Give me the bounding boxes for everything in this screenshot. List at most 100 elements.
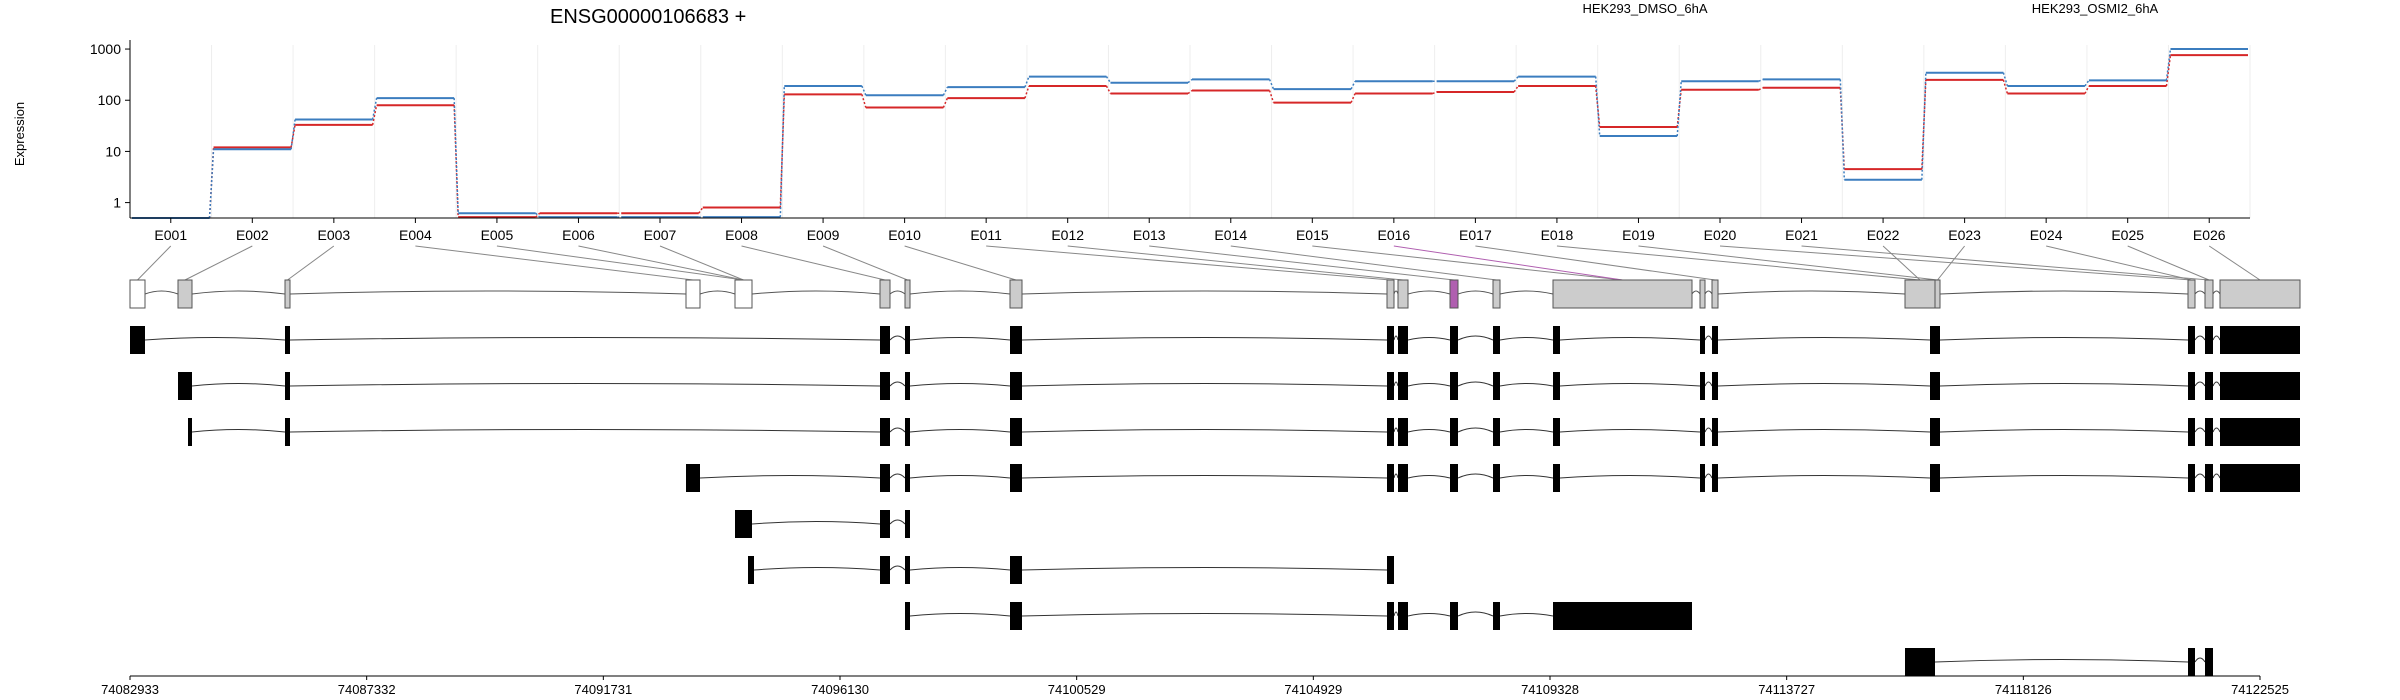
series-connector	[1350, 93, 1356, 103]
exon-box	[284, 279, 291, 309]
transcript-exon	[1450, 464, 1458, 492]
x-tick-label: E015	[1296, 227, 1329, 243]
intron-line	[2212, 290, 2221, 295]
series-connector	[1921, 72, 1927, 180]
series-connector	[2084, 85, 2090, 94]
transcript-exon	[1398, 464, 1408, 492]
intron-line	[144, 290, 179, 295]
transcript-intron	[1717, 429, 1931, 433]
transcript-intron	[909, 475, 1011, 479]
intron-line	[191, 290, 286, 295]
y-tick-label: 10	[105, 143, 121, 159]
x-tick-label: E001	[154, 227, 187, 243]
transcript-exon	[880, 326, 890, 354]
series-connector	[1350, 80, 1356, 90]
transcript-intron	[1393, 381, 1399, 387]
transcript-row	[686, 464, 2300, 492]
exon-connector	[2208, 245, 2261, 281]
series-connector	[535, 212, 541, 218]
transcript-intron	[909, 613, 1011, 617]
genome-tick-label: 74109328	[1521, 682, 1579, 697]
y-axis: 1 10 100 1000	[90, 40, 131, 218]
transcript-intron	[2194, 427, 2206, 433]
series-connector	[290, 119, 296, 150]
exon-box	[1009, 279, 1023, 309]
exon-box	[1711, 279, 1719, 309]
exon-connector	[986, 245, 1391, 281]
transcript-intron	[2194, 335, 2206, 341]
x-tick-label: E024	[2030, 227, 2063, 243]
transcript-exon	[880, 510, 890, 538]
series-connector	[1105, 76, 1112, 84]
transcript-exon	[1387, 464, 1394, 492]
transcript-intron	[1717, 383, 1931, 387]
transcript-exon	[188, 418, 192, 446]
exon-connector	[741, 245, 886, 281]
x-tick-label: E004	[399, 227, 432, 243]
transcript-exon	[1387, 418, 1394, 446]
transcript-exon	[748, 556, 754, 584]
transcript-intron	[1559, 337, 1701, 341]
exon-connector	[1149, 245, 1455, 281]
transcript-intron	[889, 473, 906, 479]
exon-connector	[287, 245, 335, 281]
grid-lines	[129, 45, 2251, 218]
transcript-exon	[1712, 326, 1718, 354]
genome-tick-label: 74118126	[1995, 682, 2052, 697]
transcript-exon	[880, 418, 890, 446]
exon-labels: E001 E002 E003 E004 E005 E006 E007 E008 E009 E010…	[130, 217, 2250, 243]
exon-box	[1397, 279, 1409, 309]
transcript-exon	[1700, 418, 1705, 446]
legend-entry: HEK293_OSMI2_6hA	[2032, 1, 2159, 16]
series-lines	[132, 48, 2248, 219]
x-tick-label: E021	[1785, 227, 1818, 243]
exon-connector	[659, 245, 744, 281]
genome-tick-label: 74113727	[1758, 682, 1815, 697]
transcript-intron	[1939, 429, 2189, 433]
series-connector	[1187, 78, 1193, 84]
transcript-exon	[1010, 372, 1022, 400]
transcript-exon	[905, 326, 910, 354]
transcript-intron	[1499, 383, 1554, 387]
genome-tick-label: 74082933	[101, 682, 159, 697]
exon-box	[1904, 279, 1936, 309]
transcript-intron	[1021, 475, 1388, 479]
transcript-intron	[753, 567, 881, 571]
exon-box	[904, 279, 911, 309]
transcript-intron	[1499, 475, 1554, 479]
transcript-intron	[2194, 473, 2206, 479]
intron-line	[909, 290, 1011, 295]
transcript-exon	[1700, 464, 1705, 492]
exon-connector	[1719, 245, 2192, 281]
y-axis-label: Expression	[12, 102, 27, 166]
intron-line	[1021, 290, 1388, 295]
transcript-exon	[285, 326, 290, 354]
x-tick-label: E006	[562, 227, 595, 243]
transcript-intron	[1559, 475, 1701, 479]
transcript-intron	[1457, 381, 1494, 387]
genome-tick-label: 74104929	[1284, 682, 1342, 697]
transcript-intron	[889, 565, 906, 571]
transcript-exon	[2220, 326, 2300, 354]
series-connector	[1676, 81, 1682, 137]
gene-model	[129, 279, 2301, 309]
x-tick-label: E014	[1214, 227, 1247, 243]
transcript-exon	[1553, 418, 1560, 446]
exon-box	[1552, 279, 1693, 309]
transcript-intron	[1407, 337, 1451, 341]
transcript-row	[1905, 648, 2213, 676]
exon-connector	[184, 245, 253, 281]
transcript-exon	[905, 602, 910, 630]
exon-connector	[1638, 245, 1938, 281]
transcript-intron	[1457, 427, 1494, 433]
transcript-exon	[1712, 372, 1718, 400]
exon-box	[1492, 279, 1501, 309]
transcript-exon	[905, 510, 910, 538]
x-tick-label: E005	[481, 227, 514, 243]
legend-entry: HEK293_DMSO_6hA	[1582, 1, 1707, 16]
exon-box	[685, 279, 701, 309]
transcript-exon	[1450, 418, 1458, 446]
y-tick-label: 1000	[90, 41, 121, 57]
series-connector	[2084, 79, 2090, 87]
